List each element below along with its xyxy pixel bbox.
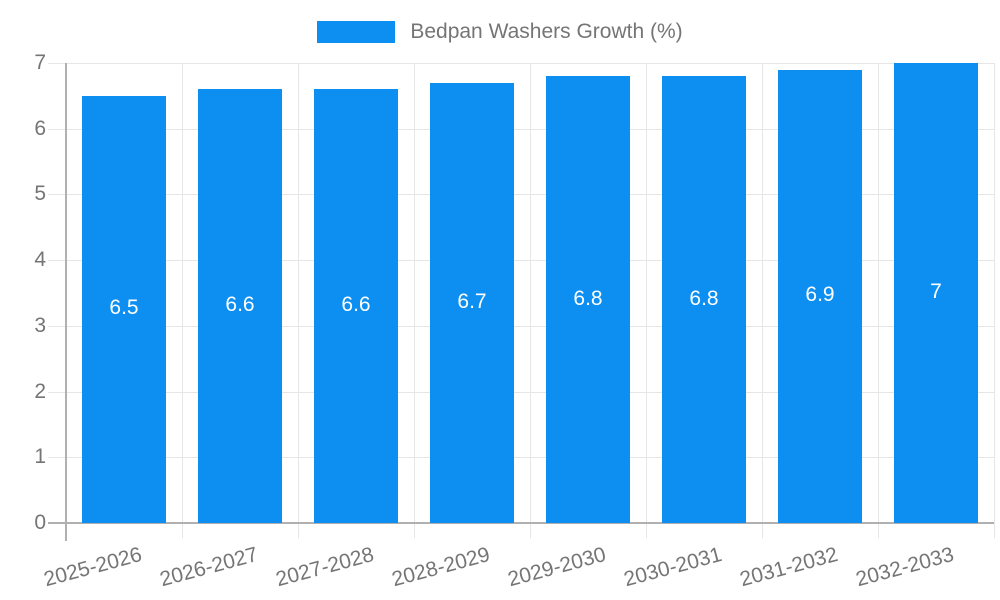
horizontal-gridline bbox=[66, 391, 994, 393]
y-axis-label: 6 bbox=[34, 116, 46, 140]
bar[interactable]: 6.8 bbox=[546, 76, 630, 523]
y-axis-tick bbox=[48, 194, 66, 196]
y-axis-label: 4 bbox=[34, 248, 46, 272]
bar-value-label: 6.5 bbox=[109, 296, 139, 320]
vertical-gridline bbox=[414, 63, 415, 538]
bar-value-label: 6.7 bbox=[457, 289, 487, 313]
y-axis-tick bbox=[48, 325, 66, 327]
vertical-gridline bbox=[646, 63, 647, 538]
y-axis-label: 1 bbox=[34, 445, 46, 469]
legend-swatch-icon bbox=[317, 21, 396, 43]
horizontal-gridline bbox=[66, 260, 994, 262]
vertical-gridline bbox=[182, 63, 183, 538]
bar[interactable]: 6.5 bbox=[82, 95, 166, 523]
bar-value-label: 6.6 bbox=[341, 293, 371, 317]
y-axis-tick bbox=[48, 128, 66, 130]
x-axis-label: 2028-2029 bbox=[388, 543, 492, 592]
y-axis-tick bbox=[48, 391, 66, 393]
horizontal-gridline bbox=[66, 325, 994, 327]
horizontal-gridline bbox=[66, 457, 994, 459]
x-axis-label: 2029-2030 bbox=[504, 543, 608, 592]
legend[interactable]: Bedpan Washers Growth (%) bbox=[0, 16, 1000, 48]
vertical-gridline bbox=[994, 63, 995, 538]
vertical-gridline bbox=[878, 63, 879, 538]
y-axis-tick bbox=[48, 457, 66, 459]
x-axis-line bbox=[48, 522, 994, 524]
x-axis-label: 2032-2033 bbox=[852, 543, 956, 592]
bar-value-label: 6.9 bbox=[805, 283, 835, 307]
bar[interactable]: 7 bbox=[894, 63, 978, 523]
legend-label: Bedpan Washers Growth (%) bbox=[410, 20, 683, 43]
y-axis-label: 3 bbox=[34, 313, 46, 337]
vertical-gridline bbox=[298, 63, 299, 538]
bar-value-label: 6.8 bbox=[689, 286, 719, 310]
y-axis-label: 0 bbox=[34, 511, 46, 534]
x-axis-label: 2031-2032 bbox=[736, 543, 840, 592]
bar[interactable]: 6.9 bbox=[778, 69, 862, 523]
y-axis-tick bbox=[48, 260, 66, 262]
horizontal-gridline bbox=[66, 128, 994, 130]
x-axis-label: 2027-2028 bbox=[272, 543, 376, 592]
x-axis-label: 2026-2027 bbox=[156, 543, 260, 592]
bar[interactable]: 6.7 bbox=[430, 82, 514, 523]
vertical-gridline bbox=[530, 63, 531, 538]
y-axis-label: 7 bbox=[34, 51, 46, 74]
horizontal-gridline bbox=[66, 63, 994, 64]
x-axis-label: 2030-2031 bbox=[620, 543, 724, 592]
bar[interactable]: 6.8 bbox=[662, 76, 746, 523]
bar-value-label: 6.6 bbox=[225, 293, 255, 317]
bar-value-label: 7 bbox=[930, 280, 942, 303]
y-axis-label: 2 bbox=[34, 379, 46, 403]
vertical-gridline bbox=[762, 63, 763, 538]
horizontal-gridline bbox=[66, 194, 994, 196]
y-axis-tick bbox=[48, 63, 66, 64]
x-axis-label: 2025-2026 bbox=[40, 543, 144, 592]
bar[interactable]: 6.6 bbox=[198, 89, 282, 523]
bar-value-label: 6.8 bbox=[573, 286, 603, 310]
y-axis-line bbox=[65, 63, 67, 541]
bar[interactable]: 6.6 bbox=[314, 89, 398, 523]
y-axis-label: 5 bbox=[34, 182, 46, 206]
